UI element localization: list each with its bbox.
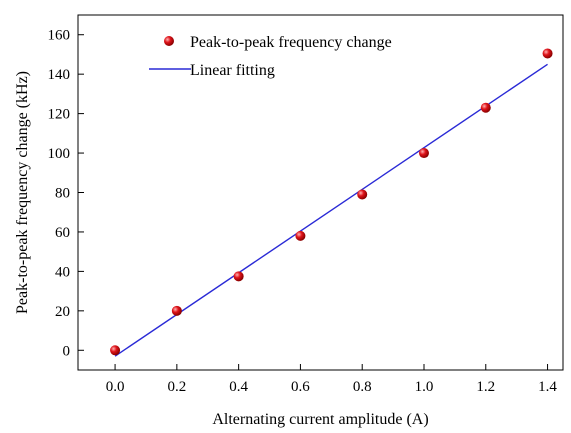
- y-tick-label: 80: [55, 186, 70, 202]
- y-tick-label: 60: [55, 225, 70, 241]
- y-tick-label: 120: [48, 107, 71, 123]
- x-tick-label: 0.0: [106, 379, 125, 395]
- y-tick-label: 140: [48, 67, 71, 83]
- legend-label-scatter: Peak-to-peak frequency change: [190, 34, 392, 51]
- x-tick-label: 1.4: [538, 379, 557, 395]
- x-tick-label: 0.2: [167, 379, 186, 395]
- legend: Peak-to-peak frequency change Linear fit…: [149, 34, 392, 79]
- x-tick-label: 1.0: [415, 379, 434, 395]
- scatter-points-layer: [110, 48, 553, 356]
- y-tick-label: 100: [48, 146, 71, 162]
- y-tick-label: 0: [63, 343, 71, 359]
- x-tick-label: 0.6: [291, 379, 310, 395]
- data-point: [110, 345, 121, 356]
- legend-marker-scatter: [164, 36, 174, 46]
- fit-line: [114, 63, 548, 357]
- legend-label-line: Linear fitting: [190, 62, 275, 79]
- data-point: [233, 271, 244, 282]
- plot-frame: [77, 14, 564, 371]
- x-tick-label: 0.8: [353, 379, 372, 395]
- data-point: [480, 102, 491, 113]
- data-point: [295, 230, 306, 241]
- fit-line-layer: [114, 63, 548, 357]
- y-tick-label: 160: [48, 28, 71, 44]
- data-point: [418, 148, 429, 159]
- y-axis-title: Peak-to-peak frequency change (kHz): [14, 71, 31, 314]
- data-point: [542, 48, 553, 59]
- axes: 0.0 0.2 0.4 0.6 0.8 1.0 1.2 1.4 0 20 40 60 80 100 120 1…: [48, 14, 564, 395]
- y-tick-label: 40: [55, 264, 70, 280]
- data-point: [171, 305, 182, 316]
- y-axis-title-group: Peak-to-peak frequency change (kHz): [14, 71, 31, 314]
- x-tick-label: 1.2: [476, 379, 495, 395]
- data-point: [357, 189, 368, 200]
- x-tick-label: 0.4: [229, 379, 248, 395]
- y-tick-label: 20: [55, 304, 70, 320]
- x-axis-title: Alternating current amplitude (A): [212, 411, 428, 428]
